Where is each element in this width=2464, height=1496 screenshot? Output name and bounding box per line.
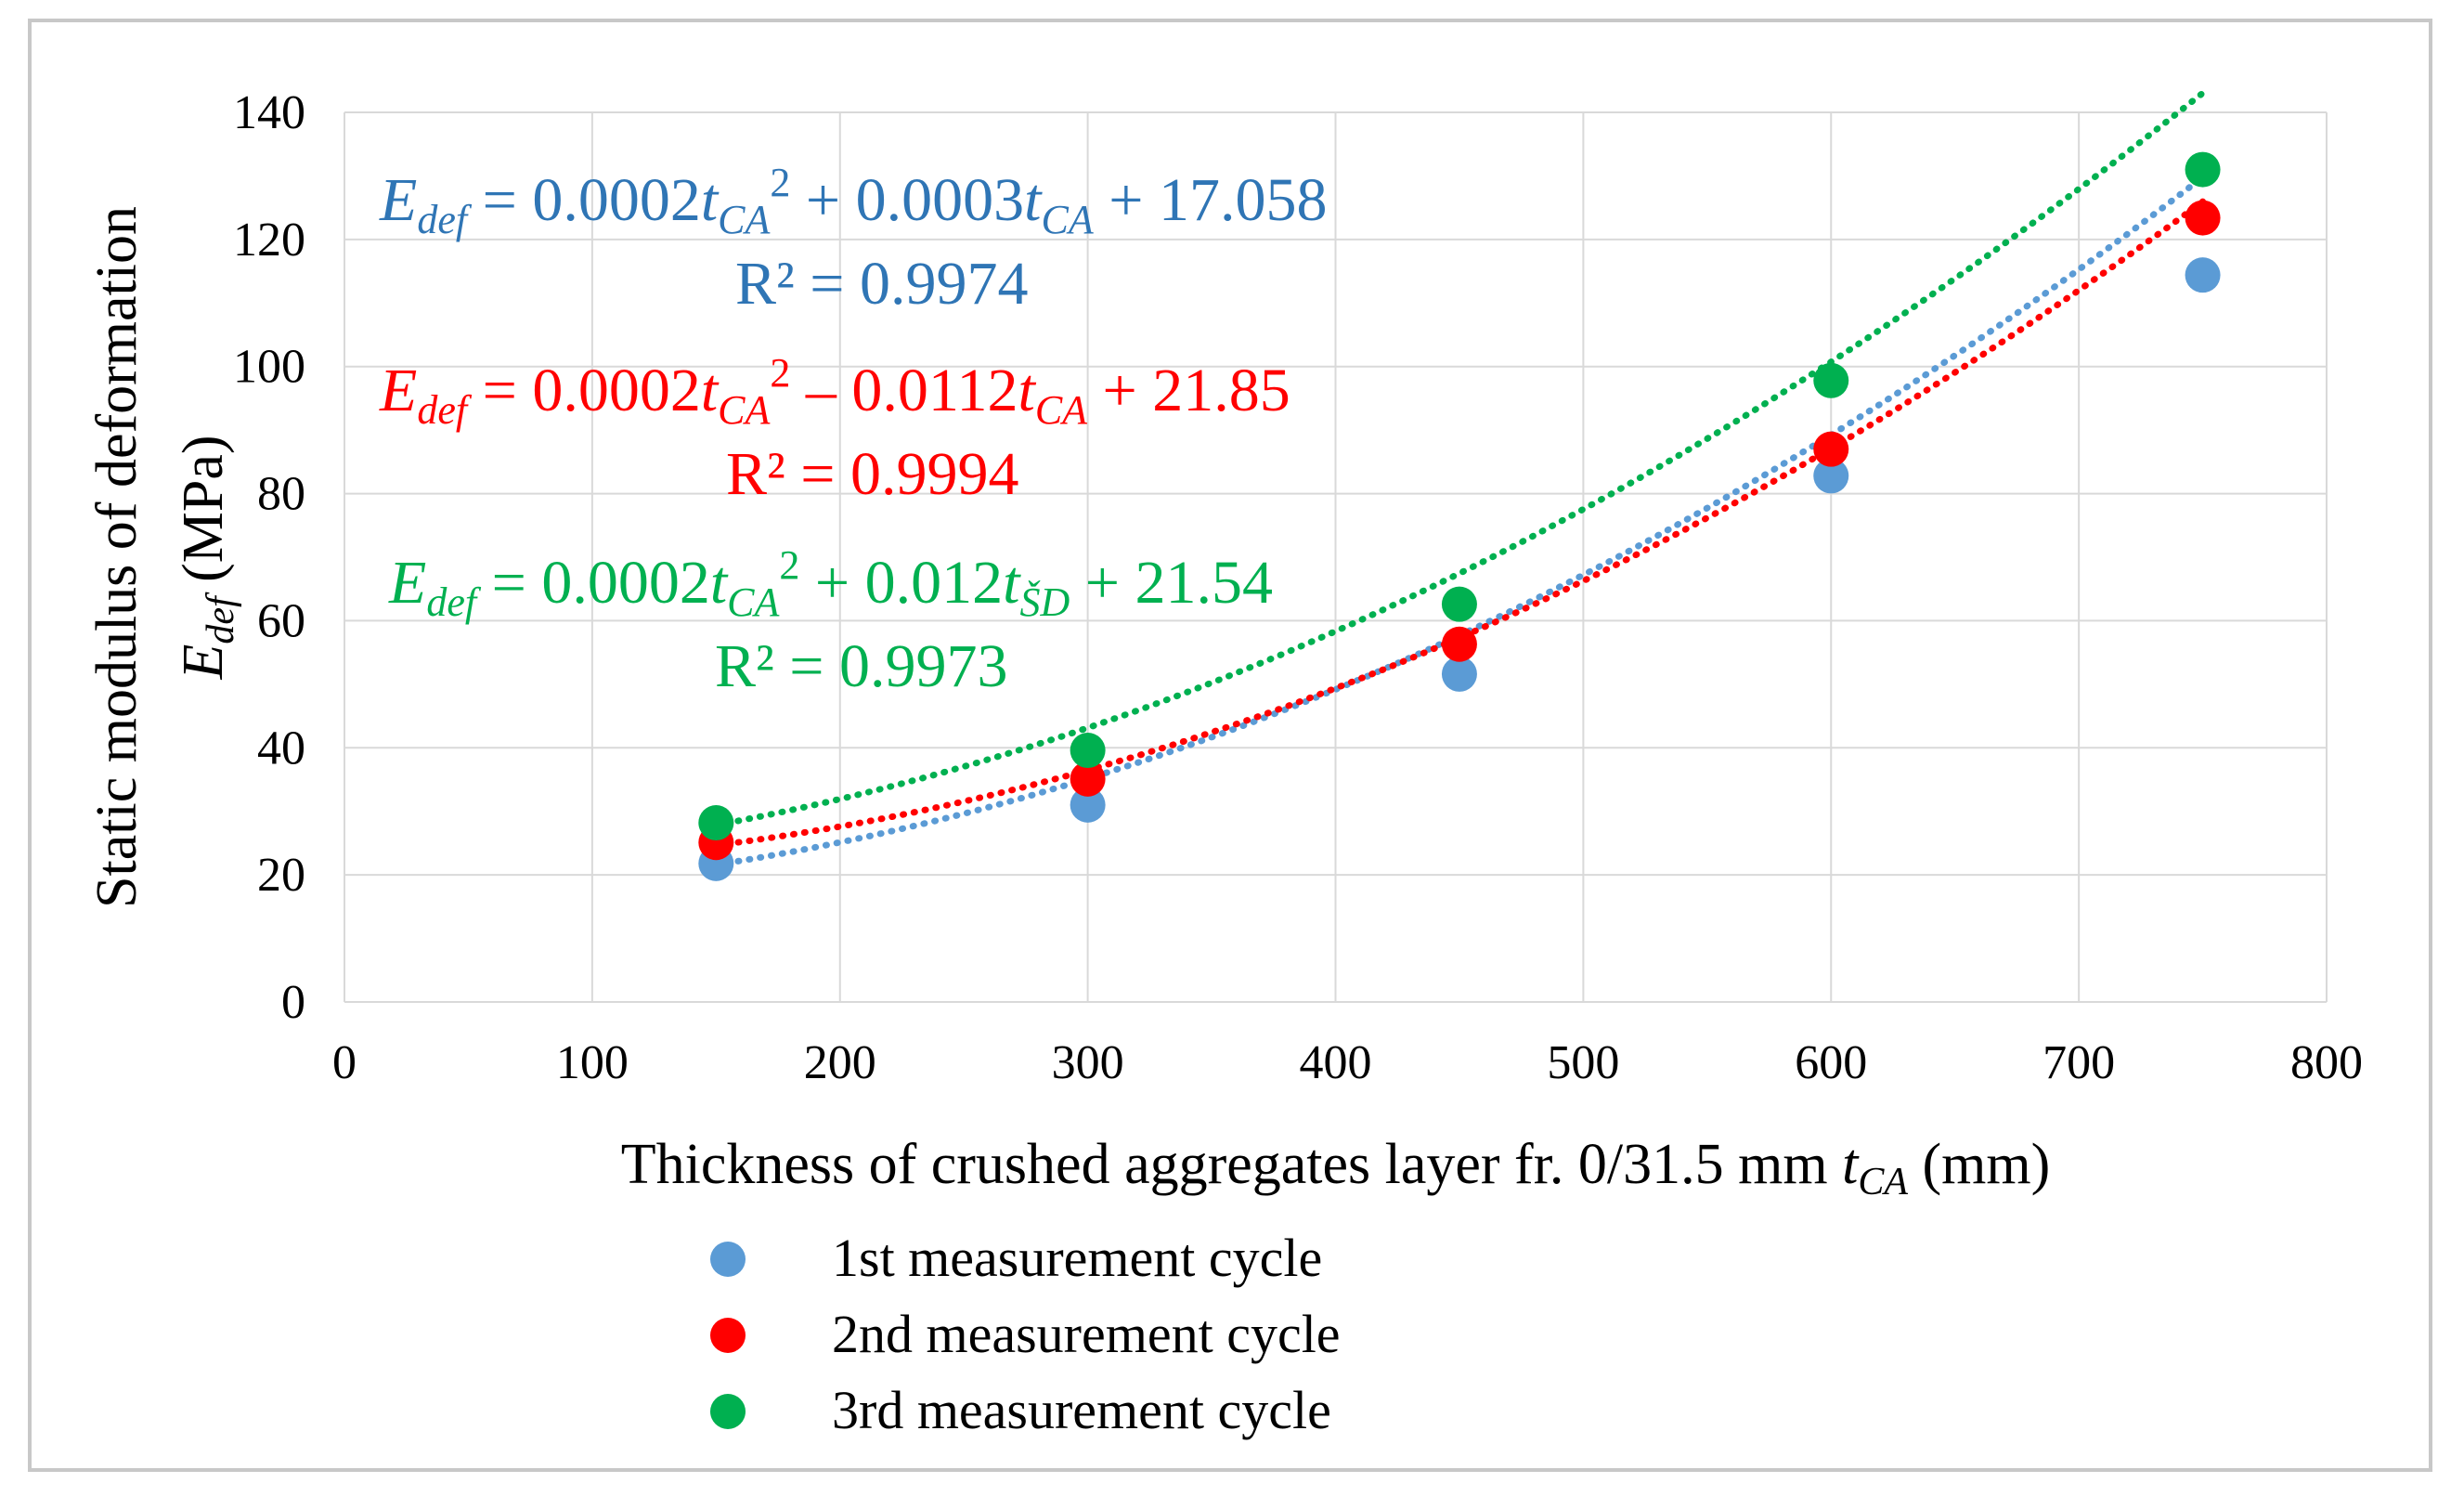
legend-label-series-1: 1st measurement cycle bbox=[832, 1228, 1322, 1288]
data-point-series-2 bbox=[2185, 200, 2221, 236]
r-squared-label-series-3: R² = 0.9973 bbox=[715, 632, 1008, 700]
data-point-series-3 bbox=[698, 805, 734, 841]
y-tick-label: 100 bbox=[233, 341, 305, 394]
equation-labels: Edef = 0.0002tCA2 + 0.0003tCA + 17.058 R²… bbox=[379, 160, 1327, 700]
y-tick-label: 140 bbox=[233, 86, 305, 139]
data-point-series-1 bbox=[1441, 656, 1477, 692]
x-axis-label: Thickness of crushed aggregates layer fr… bbox=[621, 1133, 2051, 1203]
legend-label-series-2: 2nd measurement cycle bbox=[832, 1304, 1341, 1364]
trendline-series-3 bbox=[712, 89, 2207, 828]
x-tick-label: 400 bbox=[1300, 1036, 1372, 1089]
y-tick-label: 20 bbox=[257, 849, 305, 902]
axes: 0 100 200 300 400 500 600 700 800 0 20 40 60 80 100 120… bbox=[233, 86, 2363, 1089]
r-squared-label-series-1: R² = 0.9974 bbox=[735, 250, 1029, 318]
x-tick-label: 800 bbox=[2290, 1036, 2363, 1089]
x-tick-label: 500 bbox=[1547, 1036, 1619, 1089]
legend-marker-series-3 bbox=[710, 1394, 746, 1429]
legend-marker-series-2 bbox=[710, 1318, 746, 1353]
equation-label-series-3: Edef = 0.0002tCA2 + 0.012tŠD + 21.54 bbox=[388, 542, 1273, 625]
legend-marker-series-1 bbox=[710, 1242, 746, 1277]
data-point-series-2 bbox=[1070, 761, 1106, 797]
data-point-series-2 bbox=[1441, 626, 1477, 662]
data-point-series-1 bbox=[1070, 787, 1106, 823]
data-point-series-2 bbox=[1813, 431, 1849, 467]
grid bbox=[344, 111, 2328, 1002]
y-tick-label: 120 bbox=[233, 214, 305, 267]
data-point-series-1 bbox=[1813, 458, 1849, 494]
data-point-series-3 bbox=[1070, 733, 1106, 769]
y-tick-label: 80 bbox=[257, 468, 305, 521]
y-tick-label: 0 bbox=[281, 976, 305, 1029]
y-axis-label-symbol: Edef (MPa) bbox=[172, 435, 242, 680]
data-points bbox=[698, 151, 2221, 881]
x-tick-label: 700 bbox=[2043, 1036, 2115, 1089]
chart-frame: 0 100 200 300 400 500 600 700 800 0 20 40 60 80 100 120… bbox=[28, 19, 2432, 1472]
trendline-series-2 bbox=[712, 198, 2207, 849]
x-tick-label: 100 bbox=[556, 1036, 629, 1089]
y-tick-label: 40 bbox=[257, 722, 305, 774]
equation-label-series-1: Edef = 0.0002tCA2 + 0.0003tCA + 17.058 bbox=[379, 160, 1327, 242]
chart-svg: 0 100 200 300 400 500 600 700 800 0 20 40 60 80 100 120… bbox=[85, 86, 2363, 1440]
x-tick-label: 0 bbox=[332, 1036, 357, 1089]
x-tick-label: 600 bbox=[1795, 1036, 1867, 1089]
equation-label-series-2: Edef = 0.0002tCA2 – 0.0112tCA + 21.85 bbox=[379, 350, 1290, 433]
y-axis-label: Static modulus of deformation bbox=[85, 206, 149, 908]
data-point-series-3 bbox=[1813, 362, 1849, 398]
x-tick-label: 200 bbox=[804, 1036, 876, 1089]
legend-label-series-3: 3rd measurement cycle bbox=[832, 1380, 1331, 1440]
x-tick-label: 300 bbox=[1052, 1036, 1124, 1089]
y-axis-label-main: Static modulus of deformation bbox=[85, 206, 149, 908]
data-point-series-1 bbox=[2185, 257, 2221, 293]
data-point-series-3 bbox=[1441, 586, 1477, 622]
r-squared-label-series-2: R² = 0.9994 bbox=[726, 440, 1019, 508]
data-point-series-3 bbox=[2185, 151, 2221, 188]
y-tick-label: 60 bbox=[257, 594, 305, 647]
legend: 1st measurement cycle 2nd measurement cyc… bbox=[710, 1228, 1341, 1440]
